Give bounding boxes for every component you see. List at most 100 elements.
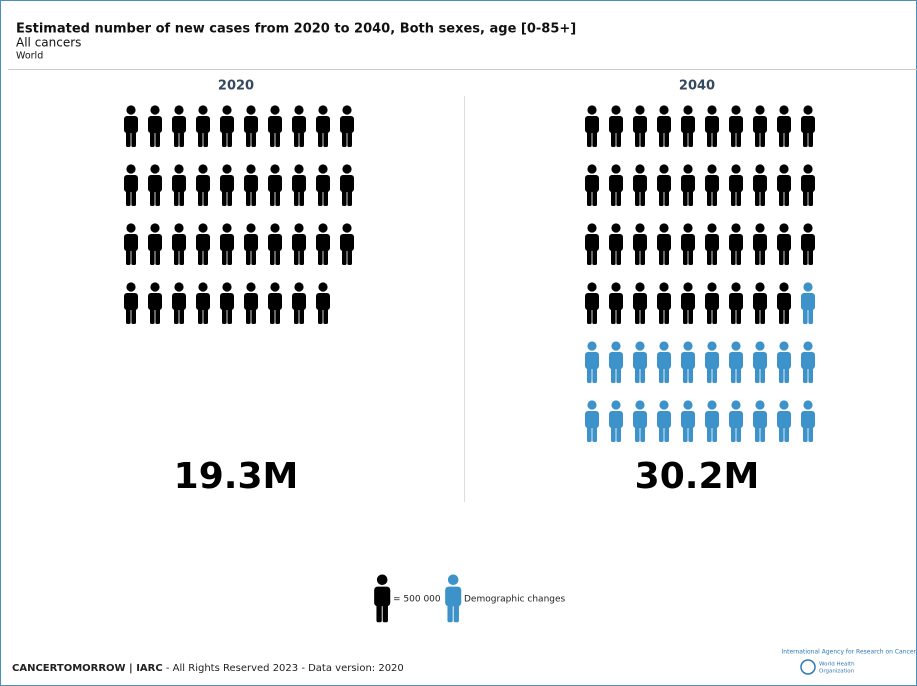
- person-icon: [585, 400, 599, 442]
- icon-leg: [342, 188, 347, 206]
- person-icon: [681, 341, 695, 383]
- icon-torso: [374, 586, 391, 607]
- icon-leg: [640, 247, 645, 265]
- icon-torso: [292, 116, 306, 133]
- icon-head: [587, 341, 597, 351]
- person-icon: [445, 574, 462, 623]
- person-icon: [657, 105, 671, 147]
- icon-head: [294, 105, 304, 115]
- icon-torso: [729, 411, 743, 428]
- person-icon: [292, 164, 306, 206]
- legend-label: Demographic changes: [464, 595, 566, 605]
- person-icon: [681, 164, 695, 206]
- icon-head: [246, 282, 256, 292]
- person-icon: [657, 400, 671, 442]
- icon-leg: [712, 188, 717, 206]
- person-icon: [705, 400, 719, 442]
- icon-head: [755, 223, 765, 233]
- icon-leg: [731, 424, 736, 442]
- person-icon: [729, 164, 743, 206]
- icon-leg: [616, 424, 621, 442]
- icon-leg: [707, 365, 712, 383]
- icon-head: [126, 223, 136, 233]
- icon-leg: [246, 129, 251, 147]
- icon-head: [683, 223, 693, 233]
- icon-leg: [342, 247, 347, 265]
- icon-head: [683, 400, 693, 410]
- person-icon: [244, 223, 258, 265]
- icon-head: [779, 105, 789, 115]
- icon-leg: [318, 188, 323, 206]
- person-icon: [801, 282, 815, 324]
- icon-torso: [340, 175, 354, 192]
- icon-torso: [729, 234, 743, 251]
- person-icon: [374, 574, 391, 623]
- icon-torso: [633, 352, 647, 369]
- person-icon: [681, 282, 695, 324]
- person-icon: [196, 164, 210, 206]
- icon-leg: [640, 365, 645, 383]
- icon-leg: [688, 424, 693, 442]
- icon-leg: [323, 188, 328, 206]
- icon-leg: [131, 247, 136, 265]
- chart-title: Estimated number of new cases from 2020 …: [16, 22, 576, 37]
- icon-leg: [174, 306, 179, 324]
- icon-torso: [196, 175, 210, 192]
- icon-torso: [196, 293, 210, 310]
- icon-leg: [760, 188, 765, 206]
- icon-leg: [275, 188, 280, 206]
- icon-leg: [779, 424, 784, 442]
- person-icon: [148, 282, 162, 324]
- person-icon: [268, 282, 282, 324]
- person-icon: [777, 282, 791, 324]
- person-icon: [172, 282, 186, 324]
- icon-torso: [705, 411, 719, 428]
- icon-leg: [808, 129, 813, 147]
- icon-torso: [777, 234, 791, 251]
- icon-torso: [633, 116, 647, 133]
- icon-leg: [755, 129, 760, 147]
- icon-leg: [382, 601, 388, 623]
- icon-torso: [244, 293, 258, 310]
- icon-leg: [318, 306, 323, 324]
- person-icon: [633, 400, 647, 442]
- icon-head: [803, 341, 813, 351]
- person-icon: [801, 164, 815, 206]
- icon-leg: [592, 129, 597, 147]
- icon-leg: [683, 247, 688, 265]
- icon-leg: [318, 247, 323, 265]
- icon-leg: [616, 306, 621, 324]
- icon-leg: [294, 129, 299, 147]
- icon-leg: [447, 601, 453, 623]
- icon-head: [803, 400, 813, 410]
- icon-leg: [635, 306, 640, 324]
- icon-torso: [633, 411, 647, 428]
- icon-torso: [753, 175, 767, 192]
- icon-torso: [801, 293, 815, 310]
- icon-torso: [196, 234, 210, 251]
- icon-head: [731, 400, 741, 410]
- icon-head: [270, 223, 280, 233]
- icon-head: [635, 400, 645, 410]
- icon-head: [198, 105, 208, 115]
- icon-leg: [150, 306, 155, 324]
- icon-leg: [592, 188, 597, 206]
- icon-head: [222, 164, 232, 174]
- person-icon: [292, 282, 306, 324]
- icon-torso: [585, 175, 599, 192]
- icon-leg: [150, 188, 155, 206]
- icon-leg: [592, 247, 597, 265]
- icon-leg: [294, 306, 299, 324]
- icon-leg: [712, 129, 717, 147]
- icon-leg: [347, 129, 352, 147]
- person-icon: [196, 223, 210, 265]
- icon-leg: [227, 129, 232, 147]
- person-icon: [172, 164, 186, 206]
- person-icon: [316, 223, 330, 265]
- icon-leg: [635, 247, 640, 265]
- icon-torso: [657, 293, 671, 310]
- person-icon: [316, 105, 330, 147]
- icon-leg: [587, 424, 592, 442]
- icon-torso: [609, 234, 623, 251]
